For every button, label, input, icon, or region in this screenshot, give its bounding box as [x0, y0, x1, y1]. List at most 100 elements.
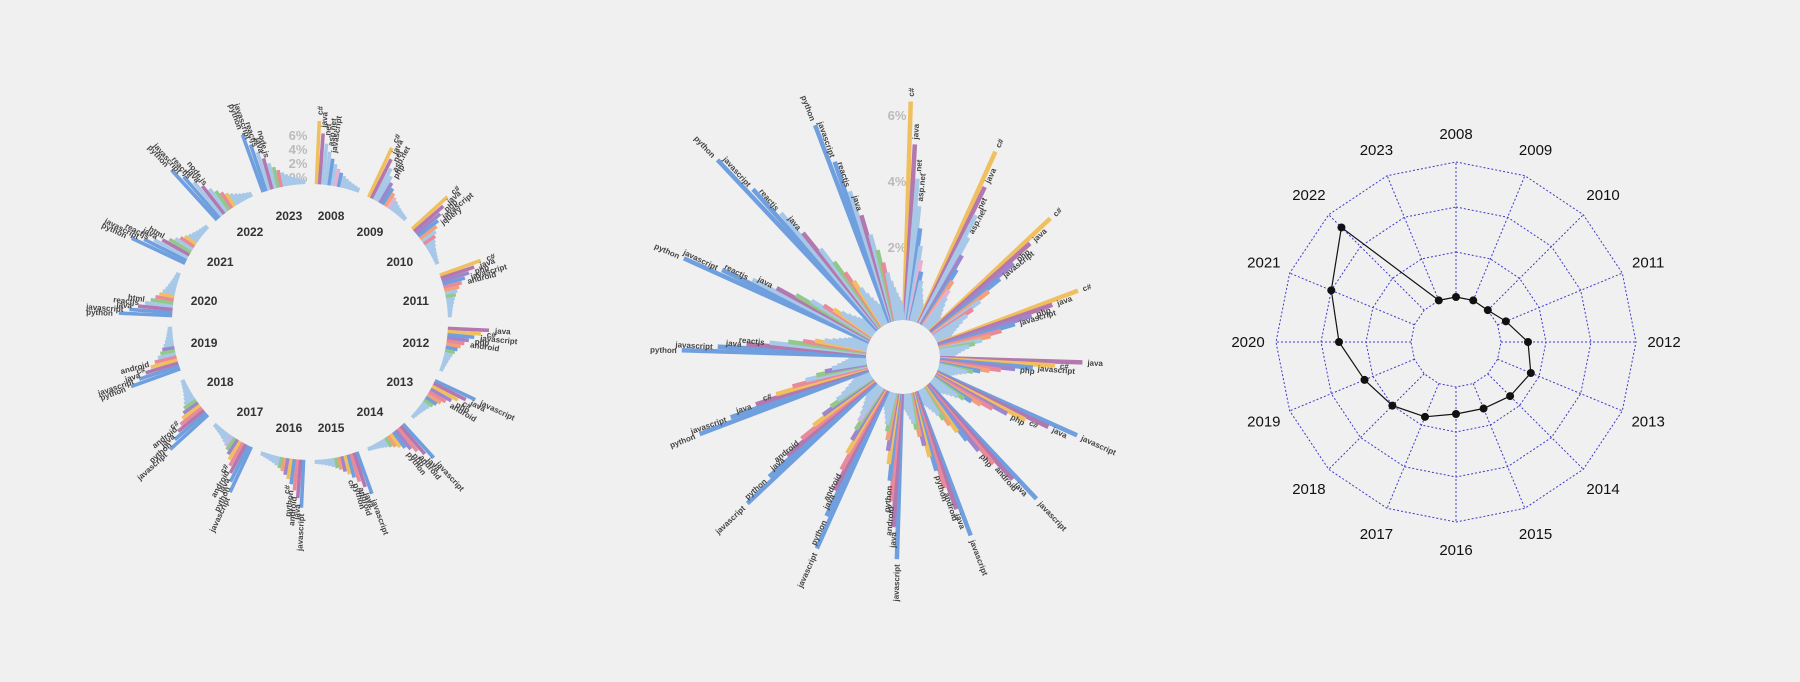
ring-bar: [383, 192, 396, 208]
radar-point: [1506, 392, 1515, 401]
ring-bar: [173, 411, 208, 441]
burst-bar-label: javascript: [892, 564, 902, 603]
ring-bar: [441, 271, 470, 283]
ring-bar: [118, 311, 173, 318]
ring-bar-label: html: [127, 293, 145, 304]
radar-point: [1501, 317, 1510, 326]
ring-bar: [280, 457, 287, 472]
ring-bar: [194, 230, 203, 238]
ring-bar: [378, 182, 394, 204]
radial-tick-label: 4%: [289, 142, 308, 157]
ring-bar: [218, 429, 226, 437]
radar-point: [1327, 286, 1336, 295]
ring-bar: [240, 134, 265, 193]
burst-bar-label: c#: [1028, 419, 1041, 431]
radar-axis-label: 2017: [1360, 526, 1393, 543]
ring-bar: [181, 403, 201, 420]
burst-bar-label: java: [1030, 226, 1049, 244]
ring-bar: [286, 458, 293, 480]
ring-bar: [165, 336, 174, 341]
radial-burst-chart: 0%2%4%6%c#java.netasp.netc#java.netasp.n…: [650, 87, 1118, 603]
ring-bar-label: python: [283, 490, 295, 518]
ring-bar: [130, 367, 181, 389]
ring-bar: [336, 172, 344, 188]
ring-bar: [417, 406, 425, 413]
burst-bar-label: javascript: [1036, 499, 1069, 533]
ring-bar: [191, 231, 201, 241]
burst-bar-label: c#: [1051, 206, 1064, 219]
ring-bar: [144, 301, 174, 308]
ring-bar: [295, 459, 303, 499]
ring-year-label: 2014: [357, 405, 384, 419]
ring-bar: [170, 168, 219, 222]
ring-bar: [175, 271, 181, 277]
radar-axis-label: 2009: [1519, 142, 1552, 159]
ring-bar: [336, 456, 343, 471]
ring-bar: [203, 224, 210, 231]
ring-bar-label: java: [292, 503, 302, 521]
radial-tick-label: 2%: [289, 156, 308, 171]
ring-bar: [155, 295, 175, 302]
ring-bar: [445, 345, 458, 352]
radar-spoke: [1289, 272, 1415, 326]
ring-bar: [291, 176, 296, 186]
ring-year-label: 2017: [237, 405, 264, 419]
ring-bar: [352, 452, 367, 488]
ring-bar: [399, 212, 406, 220]
ring-bar: [367, 147, 394, 198]
ring-bar: [412, 411, 419, 417]
ring-bar: [181, 381, 188, 388]
ring-bar: [174, 237, 194, 251]
radar-axis-label: 2023: [1360, 142, 1393, 159]
ring-bar: [327, 458, 332, 467]
ring-bar: [277, 456, 284, 469]
burst-bar: [926, 317, 941, 332]
burst-bar-label: javascript: [1079, 433, 1118, 457]
ring-bar: [187, 233, 200, 243]
burst-bar-label: python: [653, 242, 681, 261]
ring-bar: [391, 431, 407, 449]
radial-ring-chart: 0%2%4%6%c#java.netasp.netjavascript2008c…: [85, 101, 518, 552]
burst-bar-label: c#: [907, 87, 916, 97]
ring-bar: [271, 166, 281, 189]
ring-bar: [280, 172, 287, 187]
ring-bar-label: java: [115, 300, 133, 311]
ring-bar: [434, 259, 440, 265]
burst-bar-label: android: [884, 506, 895, 536]
radar-axis-label: 2021: [1247, 254, 1280, 271]
ring-bar: [171, 277, 179, 283]
ring-year-label: 2011: [403, 294, 429, 308]
burst-bar-label: javascript: [967, 538, 989, 577]
ring-bar-label: c#: [391, 132, 403, 144]
ring-bar: [389, 200, 399, 212]
ring-bar: [165, 286, 177, 293]
ring-bar: [415, 212, 442, 236]
ring-year-label: 2020: [191, 294, 218, 308]
ring-bar: [229, 192, 239, 206]
burst-bar-label: .net: [914, 159, 924, 174]
ring-year-label: 2019: [191, 336, 218, 350]
ring-bar: [432, 381, 467, 402]
burst-bar-label: python: [692, 134, 717, 160]
radar-spoke: [1472, 383, 1526, 509]
ring-bar: [412, 204, 445, 233]
ring-bar: [164, 339, 174, 345]
radar-grid-ring: [1275, 161, 1637, 523]
ring-bar: [183, 234, 198, 246]
ring-bar: [389, 432, 402, 449]
ring-bar: [153, 238, 189, 260]
ring-year-label: 2021: [207, 255, 234, 269]
ring-bar: [228, 444, 251, 483]
ring-bar: [394, 206, 402, 215]
radar-axis-label: 2020: [1231, 334, 1264, 351]
ring-year-label: 2010: [386, 255, 413, 269]
ring-bar: [446, 300, 455, 305]
ring-bar-label: c#: [316, 105, 325, 115]
ring-bar: [200, 226, 208, 233]
burst-bar-label: javascript: [795, 551, 819, 590]
radar-chart: 2008 2009 2010 2011 2012 2013 2014 2015 2016 2017…: [1231, 126, 1680, 559]
radar-axis-label: 2015: [1519, 526, 1552, 543]
radial-tick-label: 6%: [289, 128, 308, 143]
ring-bar: [349, 183, 355, 191]
radar-spoke: [1497, 272, 1623, 326]
